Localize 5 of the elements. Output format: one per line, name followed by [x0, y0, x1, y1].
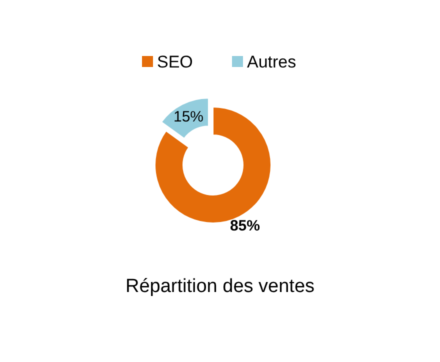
legend-label: Autres — [247, 52, 296, 72]
data-label: 85% — [230, 218, 260, 235]
text: Répartition des ventes — [125, 276, 315, 297]
data-label: 15% — [173, 108, 204, 126]
legend-label: SEO — [157, 52, 193, 72]
